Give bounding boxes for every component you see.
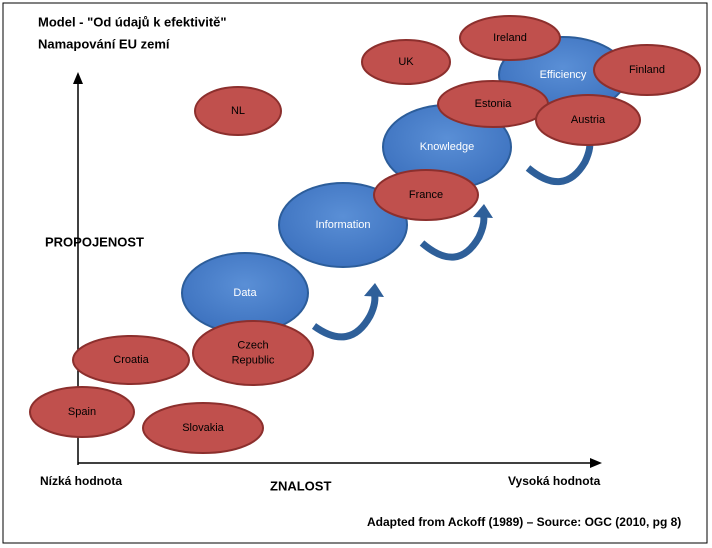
country-label: Finland: [629, 64, 665, 76]
stage-label: Efficiency: [540, 69, 587, 81]
source: Adapted from Ackoff (1989) – Source: OGC…: [367, 515, 681, 529]
country-label: UK: [398, 56, 414, 68]
country-label: Estonia: [475, 98, 513, 110]
country-ellipse: [72, 335, 190, 385]
country-label: Ireland: [493, 32, 527, 44]
curved-arrow: [311, 290, 379, 341]
country-ellipse: [459, 15, 561, 61]
countries: Ireland UK Finland NL Estonia Austria France Cr…: [29, 15, 701, 454]
subtitle: Namapování EU zemí: [38, 36, 170, 51]
country-label: Slovakia: [182, 422, 224, 434]
stage-label: Knowledge: [420, 141, 474, 153]
stage-ellipse: [278, 182, 408, 268]
x-high: Vysoká hodnota: [508, 474, 601, 488]
stage-label: Information: [315, 219, 370, 231]
x-low: Nízká hodnota: [40, 474, 122, 488]
stage-label: Data: [233, 287, 257, 299]
country-ellipse: [142, 402, 264, 454]
arrowhead: [473, 204, 493, 218]
country-label: NL: [231, 105, 245, 117]
country-ellipse: [192, 320, 314, 386]
country-label: Croatia: [113, 354, 149, 366]
country-ellipse: [535, 94, 641, 146]
arrowhead: [364, 283, 384, 297]
country-ellipse: [194, 86, 282, 136]
country-label: Czech: [237, 339, 268, 351]
country-label: Spain: [68, 406, 96, 418]
x-label: ZNALOST: [270, 478, 331, 493]
country-label: Republic: [232, 354, 275, 366]
country-ellipse: [373, 169, 479, 221]
y-label: PROPOJENOST: [45, 234, 144, 249]
arrows: [311, 129, 599, 341]
country-ellipse: [593, 44, 701, 96]
country-label: France: [409, 189, 443, 201]
country-label: Austria: [571, 114, 606, 126]
title: Model - "Od údajů k efektivitě": [38, 14, 227, 29]
country-ellipse: [29, 386, 135, 438]
y-arrowhead: [73, 72, 83, 84]
country-ellipse: [361, 39, 451, 85]
curved-arrow: [419, 211, 488, 261]
x-arrowhead: [590, 458, 602, 468]
